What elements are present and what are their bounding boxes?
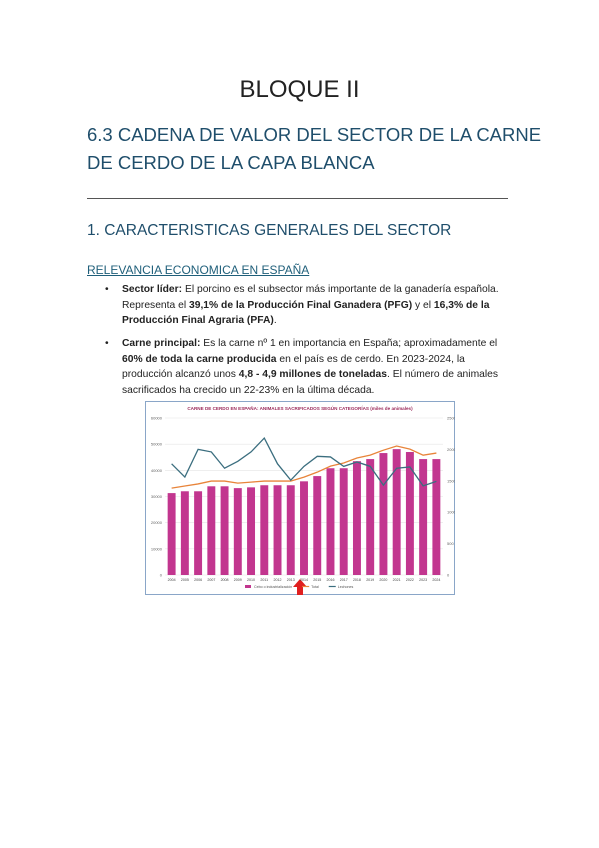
y-tick-label: 40000 xyxy=(151,468,163,473)
x-tick-label: 2013 xyxy=(287,578,295,582)
x-tick-label: 2017 xyxy=(340,578,348,582)
bar xyxy=(220,486,229,575)
legend-swatch xyxy=(245,585,251,588)
bullet: • Carne principal: Es la carne nº 1 en im… xyxy=(105,338,499,396)
text-run: 39,1% de la Producción Final Ganadera (P… xyxy=(188,299,413,311)
text-run: Sector líder: xyxy=(122,284,183,295)
legend-label: Total xyxy=(311,585,319,589)
text-run: El porcino es el subsector más important… xyxy=(122,284,499,311)
x-tick-label: 2009 xyxy=(234,578,242,582)
x-tick-label: 2011 xyxy=(260,578,268,582)
y-tick-label: 20000 xyxy=(151,520,163,525)
bar xyxy=(339,468,348,575)
bar xyxy=(260,485,269,575)
bar xyxy=(392,449,401,575)
x-tick-label: 2022 xyxy=(406,578,414,582)
heading: 6.3 CADENA DE VALOR DEL SECTOR DE LA CAR… xyxy=(87,124,542,145)
y-tick-label: 10000 xyxy=(151,546,163,551)
x-tick-label: 2010 xyxy=(247,578,255,582)
bar xyxy=(313,476,322,575)
section-title: 1. CARACTERISTICAS GENERALES DEL SECTOR xyxy=(87,222,452,239)
x-tick-label: 2021 xyxy=(393,578,401,582)
x-tick-label: 2016 xyxy=(326,578,334,582)
bar xyxy=(326,468,335,575)
x-tick-label: 2008 xyxy=(221,578,229,582)
arrow xyxy=(293,579,307,595)
bar xyxy=(180,491,189,575)
y2-tick-label: 1500 xyxy=(447,478,455,483)
text-run: 16,3% de la Producción Final Agraria (PF… xyxy=(122,299,490,327)
x-tick-label: 2019 xyxy=(366,578,374,582)
text-run: Carne principal: xyxy=(122,338,201,349)
bar xyxy=(273,485,282,575)
bar xyxy=(379,453,388,575)
page-title: BLOQUE II xyxy=(239,76,360,103)
x-tick-label: 2004 xyxy=(168,578,176,582)
x-tick-label: 2014 xyxy=(300,578,308,582)
bar xyxy=(432,459,441,575)
line xyxy=(171,436,437,487)
bar xyxy=(352,461,361,575)
legend-label: Cebo o industrialización xyxy=(254,585,292,589)
bar xyxy=(167,493,176,575)
x-tick-label: 2007 xyxy=(207,578,215,582)
text-run: Es la carne nº 1 en importancia en Españ… xyxy=(200,338,498,349)
subtitle: RELEVANCIA ECONOMICA EN ESPAÑA xyxy=(87,263,310,277)
heading: DE CERDO DE LA CAPA BLANCA xyxy=(87,152,375,173)
x-tick-label: 2012 xyxy=(274,578,282,582)
bar xyxy=(233,488,242,575)
chart: CARNE DE CERDO EN ESPAÑA: ANIMALES SACRI… xyxy=(145,401,455,595)
text-run: 60% de toda la carne producida xyxy=(122,353,277,365)
bar xyxy=(286,485,295,575)
bar xyxy=(247,487,256,575)
separator xyxy=(87,198,508,199)
y2-tick-label: 0 xyxy=(447,573,450,578)
chart-title: CARNE DE CERDO EN ESPAÑA: ANIMALES SACRI… xyxy=(187,404,413,411)
bar xyxy=(405,452,414,575)
text-run: 4,8 - 4,9 millones de toneladas xyxy=(238,369,387,381)
bar xyxy=(300,481,308,575)
bar xyxy=(366,459,375,575)
bar xyxy=(207,486,216,575)
x-tick-label: 2005 xyxy=(181,578,189,582)
y-tick-label: 60000 xyxy=(151,416,163,421)
legend-label: Lechones xyxy=(338,585,354,589)
y2-tick-label: 2000 xyxy=(447,447,455,452)
x-tick-label: 2024 xyxy=(432,578,440,582)
bar xyxy=(419,459,428,575)
text-run: . El número de animales sacrificados ha … xyxy=(122,369,499,396)
line xyxy=(171,445,437,489)
x-tick-label: 2018 xyxy=(353,578,361,582)
x-tick-label: 2020 xyxy=(379,578,387,582)
y-tick-label: 30000 xyxy=(151,494,163,499)
bullet: • Sector líder: El porcino es el subsecto… xyxy=(105,284,499,327)
text-run: en el país es de cerdo. En 2023-2024, la… xyxy=(122,353,465,381)
y2-tick-label: 2500 xyxy=(447,416,455,421)
x-tick-label: 2015 xyxy=(313,578,321,582)
y-tick-label: 50000 xyxy=(151,442,163,447)
text-run: y el xyxy=(412,299,434,311)
bar xyxy=(194,491,203,575)
text-run: . xyxy=(273,315,277,327)
y-tick-label: 0 xyxy=(160,573,163,578)
x-tick-label: 2006 xyxy=(194,578,202,582)
x-tick-label: 2023 xyxy=(419,578,427,582)
y2-tick-label: 1000 xyxy=(447,510,455,515)
y2-tick-label: 500 xyxy=(447,541,454,546)
